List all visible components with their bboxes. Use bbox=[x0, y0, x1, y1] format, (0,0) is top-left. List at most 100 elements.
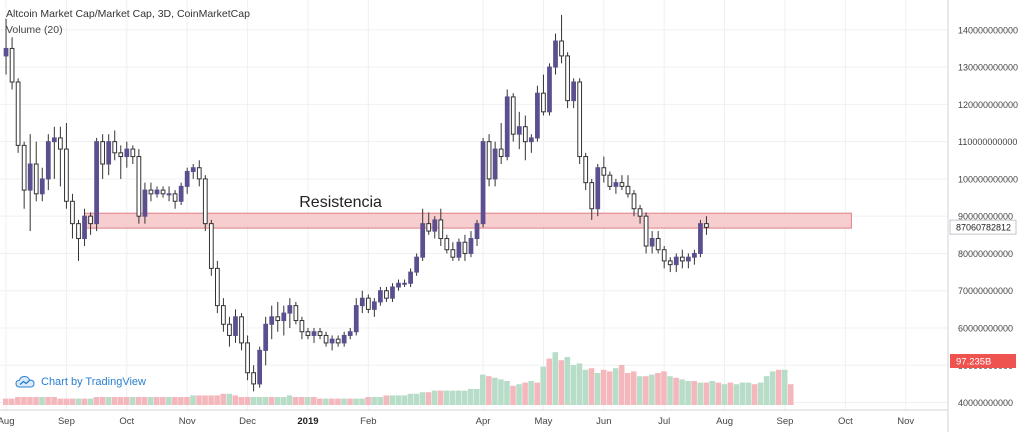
candle-body bbox=[462, 241, 468, 254]
candle-body bbox=[118, 152, 124, 158]
volume-bar bbox=[576, 363, 583, 405]
volume-bar bbox=[353, 398, 359, 405]
chart-title: Altcoin Market Cap/Market Cap, 3D, CoinM… bbox=[6, 8, 250, 20]
volume-bar bbox=[341, 398, 347, 405]
volume-bar bbox=[304, 397, 311, 405]
volume-bar bbox=[244, 397, 251, 405]
volume-bar bbox=[347, 398, 353, 405]
x-tick-label: Oct bbox=[838, 416, 853, 427]
candle-body bbox=[3, 47, 9, 57]
candle-body bbox=[559, 40, 564, 57]
volume-bar bbox=[250, 397, 257, 405]
candle-body bbox=[233, 316, 238, 336]
candle-body bbox=[64, 148, 69, 202]
candle-body bbox=[88, 215, 93, 225]
volume-bar bbox=[467, 389, 474, 405]
candle-body bbox=[673, 256, 679, 266]
candle-body bbox=[408, 271, 413, 284]
x-tick-label: Nov bbox=[897, 416, 914, 427]
volume-badge bbox=[950, 354, 1016, 368]
candle-body bbox=[625, 185, 631, 195]
x-tick-label: Aug bbox=[0, 416, 14, 427]
candle-body bbox=[27, 163, 33, 191]
candle-body bbox=[190, 167, 196, 172]
candle-body bbox=[100, 141, 106, 165]
volume-bar bbox=[335, 398, 341, 405]
volume-bar bbox=[691, 381, 697, 405]
volume-bar bbox=[39, 397, 45, 405]
candle-body bbox=[698, 223, 703, 254]
candle-body bbox=[541, 92, 546, 113]
candle-body bbox=[384, 290, 389, 299]
tradingview-branding[interactable]: Chart by TradingView bbox=[15, 375, 146, 389]
candle-body bbox=[94, 141, 99, 225]
volume-bar bbox=[600, 369, 607, 405]
y-tick-label: 70000000000 bbox=[958, 286, 1013, 296]
y-tick-label: 100000000000 bbox=[958, 174, 1018, 184]
volume-bar bbox=[105, 397, 112, 405]
volume-bar bbox=[516, 384, 522, 405]
volume-bar bbox=[3, 398, 9, 405]
volume-bar bbox=[546, 358, 553, 405]
volume-bar bbox=[51, 397, 57, 405]
candle-body bbox=[474, 223, 480, 240]
candle-body bbox=[287, 305, 293, 314]
volume-bar bbox=[564, 357, 571, 405]
volume-bar bbox=[117, 397, 124, 405]
volume-bar bbox=[630, 371, 637, 405]
volume-bar bbox=[286, 395, 293, 405]
candle-body bbox=[251, 372, 256, 385]
y-tick-label: 130000000000 bbox=[958, 63, 1018, 73]
candle-body bbox=[468, 238, 474, 254]
volume-bar bbox=[407, 393, 414, 405]
candle-body bbox=[655, 238, 661, 251]
volume-bar bbox=[431, 390, 438, 405]
candle-body bbox=[371, 301, 377, 310]
candle-body bbox=[510, 96, 516, 135]
candle-body bbox=[263, 323, 269, 351]
candle-body bbox=[202, 178, 208, 225]
candle-body bbox=[516, 126, 522, 135]
candle-body bbox=[637, 208, 643, 217]
volume-bar bbox=[637, 376, 643, 405]
volume-bar bbox=[389, 395, 396, 405]
candle-body bbox=[317, 331, 323, 336]
candle-body bbox=[480, 141, 486, 225]
candle-body bbox=[450, 249, 456, 258]
volume-bar bbox=[178, 397, 184, 405]
volume-bar bbox=[679, 379, 685, 405]
volume-indicator-label[interactable]: Volume (20) bbox=[6, 24, 63, 36]
volume-bar bbox=[443, 390, 450, 405]
x-tick-label: Aug bbox=[716, 416, 733, 427]
volume-bar bbox=[359, 398, 365, 405]
volume-bar bbox=[15, 397, 21, 405]
x-tick-label: Sep bbox=[58, 416, 75, 427]
volume-bar bbox=[461, 390, 468, 405]
volume-bar bbox=[449, 390, 456, 405]
volume-bar bbox=[93, 397, 100, 405]
candle-body bbox=[21, 144, 27, 191]
y-tick-label: 40000000000 bbox=[958, 398, 1013, 408]
volume-bar bbox=[111, 397, 118, 405]
candle-body bbox=[378, 290, 383, 303]
volume-bar bbox=[298, 397, 305, 405]
volume-bar bbox=[395, 395, 402, 405]
y-tick-label: 60000000000 bbox=[958, 324, 1013, 334]
volume-bar bbox=[697, 382, 703, 405]
candle-body bbox=[426, 223, 432, 232]
candle-body bbox=[583, 156, 589, 184]
volume-bar bbox=[745, 382, 752, 405]
candle-body bbox=[281, 312, 287, 322]
candle-body bbox=[130, 148, 136, 158]
volume-bar bbox=[69, 398, 75, 405]
volume-bar bbox=[292, 397, 299, 405]
candle-body bbox=[178, 185, 184, 202]
candle-body bbox=[257, 349, 263, 385]
volume-bar bbox=[202, 395, 208, 405]
volume-bar bbox=[727, 382, 734, 405]
candle-body bbox=[661, 249, 667, 262]
candle-body bbox=[347, 331, 353, 336]
candle-body bbox=[148, 189, 154, 195]
candle-body bbox=[15, 81, 21, 146]
